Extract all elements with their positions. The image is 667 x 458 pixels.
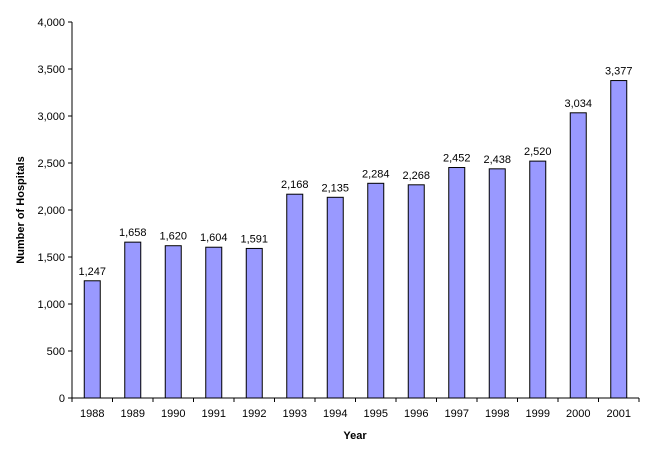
bar-value-label: 1,604 xyxy=(200,232,228,244)
bar-value-label: 2,135 xyxy=(321,182,349,194)
bar-1993 xyxy=(286,193,304,399)
bar-value-label: 2,268 xyxy=(402,170,430,182)
x-tick-label: 1999 xyxy=(526,408,550,420)
y-tick-label: 4,000 xyxy=(37,17,65,29)
bar-1995 xyxy=(367,182,385,399)
y-tick-label: 500 xyxy=(47,346,65,358)
x-tick-label: 1995 xyxy=(364,408,388,420)
y-axis-title: Number of Hospitals xyxy=(15,156,27,264)
y-tick-label: 0 xyxy=(59,393,65,405)
bar-2000 xyxy=(569,112,587,399)
bar-value-label: 2,284 xyxy=(362,168,390,180)
y-tick-label: 3,000 xyxy=(37,111,65,123)
x-tick-label: 1992 xyxy=(242,408,266,420)
x-tick-label: 1996 xyxy=(404,408,428,420)
x-tick-label: 1990 xyxy=(161,408,185,420)
y-tick-label: 3,500 xyxy=(37,64,65,76)
bar-value-label: 2,168 xyxy=(281,179,309,191)
bar-value-label: 3,034 xyxy=(564,98,592,110)
bar-1999 xyxy=(529,160,547,399)
y-tick-label: 2,500 xyxy=(37,158,65,170)
bar-value-label: 1,591 xyxy=(240,233,268,245)
bar-1997 xyxy=(448,167,466,399)
bar-1994 xyxy=(326,196,344,399)
bar-1991 xyxy=(205,246,223,399)
x-axis-ticks: 1988 1989 1990 1991 1992 1993 1994 1995 1996 1997… xyxy=(71,398,640,420)
x-tick-label: 1988 xyxy=(80,408,104,420)
bar-1992 xyxy=(245,247,263,399)
x-tick-label: 1993 xyxy=(283,408,307,420)
x-tick-label: 1997 xyxy=(445,408,469,420)
bar-1989 xyxy=(124,241,142,399)
x-axis-title: Year xyxy=(343,430,367,442)
bar-value-label: 1,247 xyxy=(78,266,106,278)
y-tick-label: 1,000 xyxy=(37,299,65,311)
x-tick-label: 1989 xyxy=(121,408,145,420)
bar-1990 xyxy=(164,245,182,399)
bar-value-label: 3,377 xyxy=(605,66,633,78)
bar-1996 xyxy=(407,184,425,399)
bar-2001 xyxy=(610,80,628,399)
x-tick-label: 1991 xyxy=(202,408,226,420)
x-tick-label: 2000 xyxy=(566,408,590,420)
y-tick-label: 2,000 xyxy=(37,205,65,217)
x-tick-label: 2001 xyxy=(607,408,631,420)
bar-value-label: 2,438 xyxy=(483,154,511,166)
x-tick-label: 1994 xyxy=(323,408,347,420)
bar-1988 xyxy=(83,280,101,399)
bar-value-label: 1,620 xyxy=(159,231,187,243)
bar-value-label: 2,520 xyxy=(524,146,552,158)
bar-value-label: 2,452 xyxy=(443,153,471,165)
y-axis-ticks: 0 500 1,000 1,500 2,000 2,500 3,000 3,500 4,000 xyxy=(37,17,72,405)
bar-value-label: 1,658 xyxy=(119,227,147,239)
bars: 1,247 1,658 1,620 1,604 1,591 2,168 2,135 2,284… xyxy=(78,66,633,399)
x-tick-label: 1998 xyxy=(485,408,509,420)
y-tick-label: 1,500 xyxy=(37,252,65,264)
bar-1998 xyxy=(488,168,506,399)
